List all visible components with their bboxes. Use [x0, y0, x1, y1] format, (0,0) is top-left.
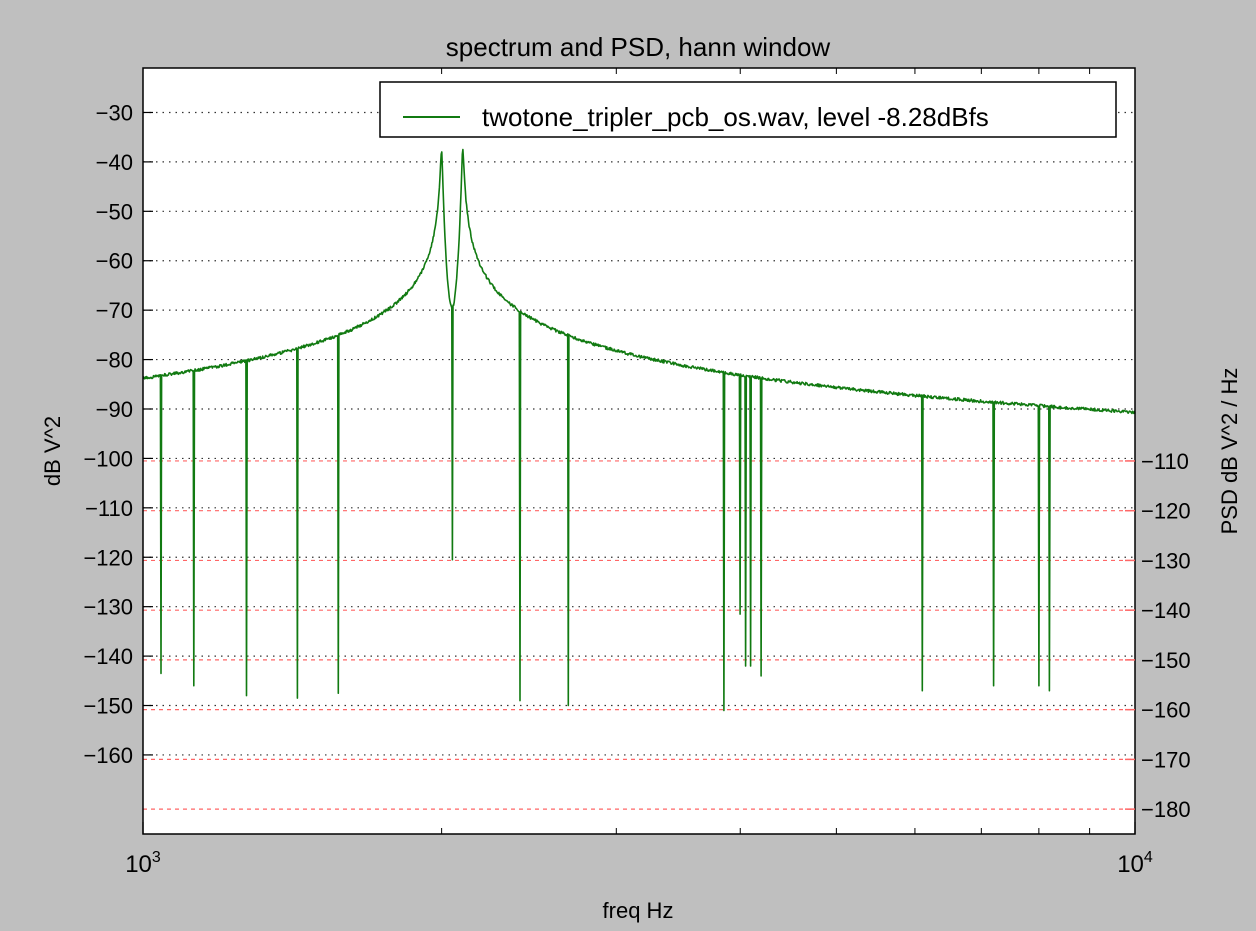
- left-tick-label: −40: [96, 150, 133, 175]
- series-line: [142, 148, 1136, 712]
- left-tick-label: −80: [96, 348, 133, 373]
- left-tick-label: −60: [96, 249, 133, 274]
- left-tick-label: −70: [96, 298, 133, 323]
- left-tick-label: −150: [83, 694, 133, 719]
- left-tick-label: −120: [83, 545, 133, 570]
- right-tick-label: −120: [1141, 499, 1191, 524]
- left-axis-ticks: −30 −40 −50 −60 −70 −80 −90 −100 −110 −120 −130 −14…: [83, 100, 153, 768]
- left-tick-label: −30: [96, 100, 133, 125]
- legend: twotone_tripler_pcb_os.wav, level -8.28d…: [379, 81, 1117, 138]
- plot-frame: [142, 67, 1136, 835]
- left-tick-label: −100: [83, 446, 133, 471]
- left-tick-label: −110: [85, 496, 133, 521]
- x-axis-label: freq Hz: [603, 898, 674, 923]
- chart-title: spectrum and PSD, hann window: [446, 32, 831, 62]
- right-tick-label: −180: [1141, 797, 1191, 822]
- left-tick-label: −140: [83, 644, 133, 669]
- legend-box: [379, 81, 1117, 138]
- series-layer: [142, 148, 1136, 712]
- legend-entry-label: twotone_tripler_pcb_os.wav, level -8.28d…: [482, 102, 989, 132]
- left-axis-label: dB V^2: [40, 416, 65, 486]
- x-tick-label: 103: [125, 849, 161, 878]
- right-tick-label: −160: [1141, 698, 1191, 723]
- right-tick-label: −140: [1141, 598, 1191, 623]
- left-tick-label: −90: [96, 397, 133, 422]
- plot-area: [143, 68, 1135, 834]
- right-tick-label: −130: [1141, 548, 1191, 573]
- right-tick-label: −170: [1141, 747, 1191, 772]
- right-tick-label: −110: [1141, 449, 1189, 474]
- right-axis-grid: [143, 460, 1135, 810]
- left-tick-label: −50: [96, 199, 133, 224]
- right-tick-label: −150: [1141, 648, 1191, 673]
- left-tick-label: −160: [83, 743, 133, 768]
- x-axis-ticks: 103 104: [125, 68, 1153, 878]
- right-axis-ticks: −110 −120 −130 −140 −150 −160 −170 −180: [1125, 449, 1191, 822]
- left-tick-label: −130: [83, 595, 133, 620]
- right-axis-label: PSD dB V^2 / Hz: [1217, 368, 1242, 535]
- x-tick-label: 104: [1117, 849, 1153, 878]
